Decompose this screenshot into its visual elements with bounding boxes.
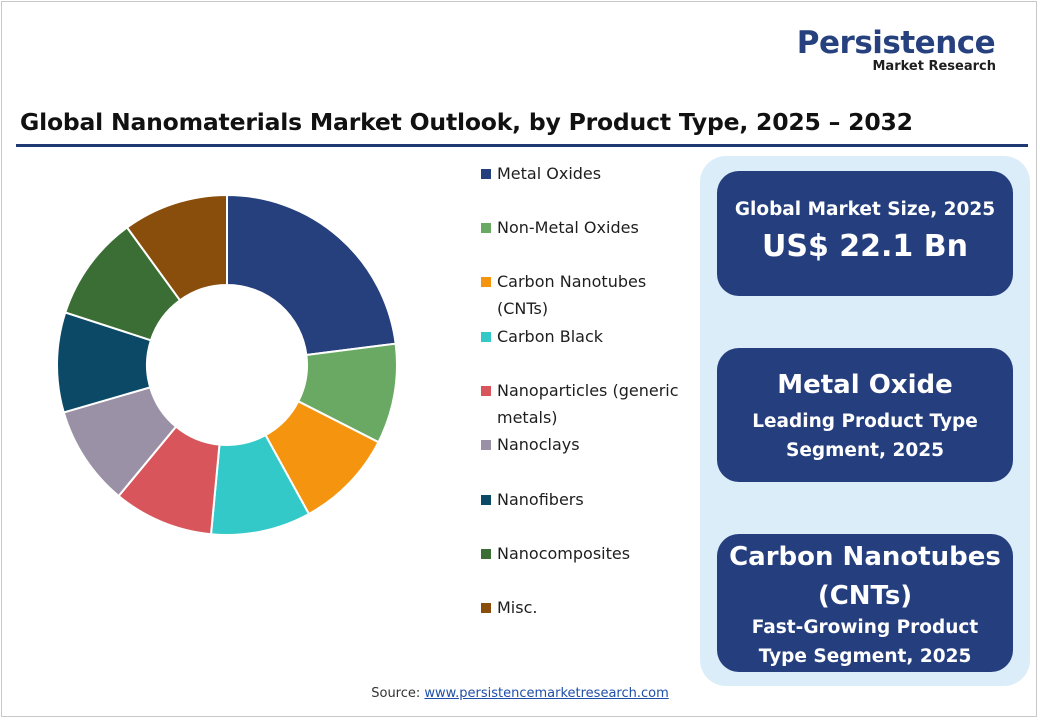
legend-label: Metal Oxides [497, 164, 602, 183]
market-size-card: Global Market Size, 2025 US$ 22.1 Bn [717, 171, 1013, 296]
legend-swatch [481, 169, 491, 179]
legend-swatch [481, 495, 491, 505]
legend-swatch [481, 386, 491, 396]
legend-swatch [481, 223, 491, 233]
legend-label: Nanoparticles (generic metals) [497, 381, 679, 427]
leading-segment-caption: Leading Product Type Segment, 2025 [752, 411, 978, 461]
fast-growing-segment-name: Carbon Nanotubes (CNTs) [729, 542, 1001, 611]
legend-swatch [481, 603, 491, 613]
logo-wordmark: Persistence [796, 25, 996, 61]
legend-swatch [481, 277, 491, 287]
market-size-value: US$ 22.1 Bn [762, 229, 968, 264]
legend-label: Carbon Black [497, 327, 604, 346]
legend-label: Carbon Nanotubes (CNTs) [497, 272, 647, 318]
source-note: Source: www.persistencemarketresearch.co… [0, 686, 1040, 701]
leading-segment-card: Metal Oxide Leading Product Type Segment… [717, 348, 1013, 482]
legend-label: Misc. [497, 598, 538, 617]
legend-label: Nanoclays [497, 435, 580, 454]
persistence-logo: Persistence Market Research [790, 26, 1002, 74]
legend-swatch [481, 549, 491, 559]
donut-chart [56, 193, 398, 536]
source-link[interactable]: www.persistencemarketresearch.com [424, 686, 669, 701]
donut-slice-metal-oxides [226, 193, 397, 357]
logo-tagline: Market Research [872, 59, 997, 74]
donut-slice-misc [125, 193, 228, 302]
legend-swatch [481, 332, 491, 342]
title-underline [16, 144, 1028, 147]
source-label: Source: [371, 686, 421, 701]
leading-segment-name: Metal Oxide [777, 370, 953, 400]
legend-label: Nanofibers [497, 490, 584, 509]
market-size-label: Global Market Size, 2025 [734, 199, 996, 220]
legend-label: Non-Metal Oxides [497, 218, 639, 237]
legend-swatch [481, 440, 491, 450]
legend-label: Nanocomposites [497, 544, 631, 563]
fast-growing-segment-caption: Fast-Growing Product Type Segment, 2025 [751, 617, 979, 667]
fast-growing-segment-card: Carbon Nanotubes (CNTs) Fast-Growing Pro… [717, 534, 1013, 672]
chart-title: Global Nanomaterials Market Outlook, by … [20, 108, 913, 136]
